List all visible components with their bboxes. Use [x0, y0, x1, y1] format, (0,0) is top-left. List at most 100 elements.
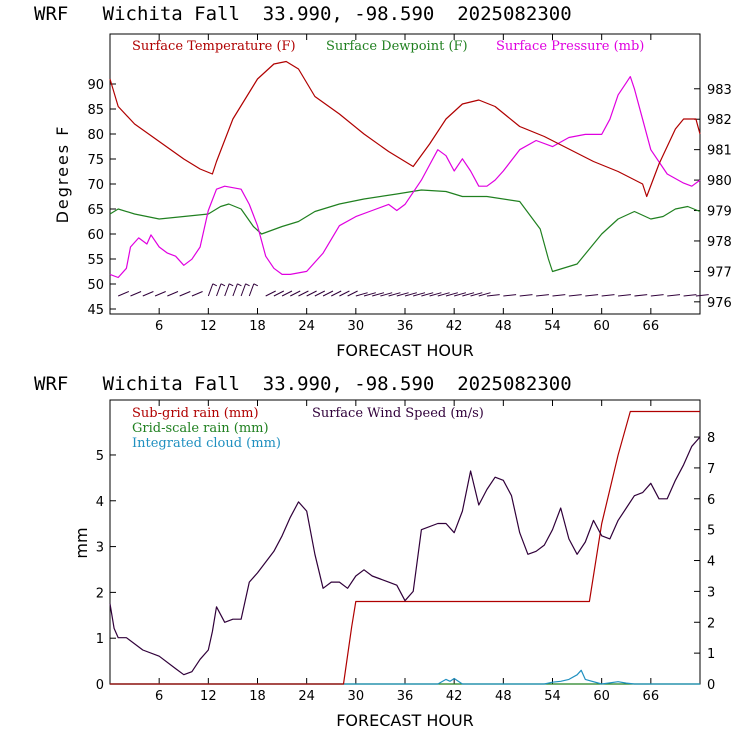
top-x-axis-label: FORECAST HOUR — [336, 341, 474, 360]
wind-barb — [421, 292, 434, 297]
y2-tick-label: 977 — [707, 265, 732, 280]
y2-tick-label: 3 — [707, 585, 715, 600]
wind-barb — [363, 292, 376, 297]
wind-barb — [248, 283, 255, 297]
wind-barb — [167, 291, 179, 297]
y-tick-label: 1 — [96, 632, 104, 647]
wind-barb — [445, 292, 458, 297]
y-tick-label: 50 — [87, 278, 104, 293]
wind-barb — [552, 294, 566, 297]
x-tick-label: 30 — [348, 689, 365, 704]
wind-barb — [437, 292, 450, 297]
x-tick-label: 18 — [249, 689, 266, 704]
wind-barb — [478, 292, 491, 297]
wind-barb — [404, 292, 417, 297]
x-tick-label: 6 — [155, 319, 163, 334]
top-y2-ticks: 976 977 978 979 980 981 982 983 — [694, 83, 732, 311]
wind-barb — [207, 283, 214, 297]
x-tick-label: 42 — [446, 689, 463, 704]
y-tick-label: 90 — [87, 78, 104, 93]
wind-barb-flag — [212, 283, 218, 287]
wind-barb — [568, 294, 582, 297]
temperature-line — [109, 60, 701, 198]
legend-subgrid-rain: Sub-grid rain (mm) — [132, 406, 259, 421]
top-y-axis-label: Degrees F — [53, 125, 72, 224]
y2-tick-label: 8 — [707, 431, 715, 446]
wind-barb-flag — [228, 283, 234, 287]
wind-barb — [224, 283, 230, 297]
y-tick-label: 75 — [87, 153, 104, 168]
wind-barb — [191, 291, 203, 297]
legend-surface-wind-speed: Surface Wind Speed (m/s) — [312, 406, 484, 421]
y-tick-label: 85 — [87, 103, 104, 118]
wind-barb — [667, 294, 681, 297]
y-tick-label: 2 — [96, 586, 104, 601]
legend-integrated-cloud: Integrated cloud (mm) — [132, 436, 281, 451]
x-tick-label: 60 — [593, 319, 610, 334]
top-x-ticks: 6 12 18 24 30 36 42 48 54 60 66 — [155, 34, 659, 334]
wind-barb-flag — [253, 283, 259, 287]
y2-tick-label: 976 — [707, 296, 732, 311]
wind-barb — [240, 283, 247, 297]
y-tick-label: 55 — [87, 253, 104, 268]
dewpoint-line — [109, 189, 701, 273]
wind-barb — [347, 290, 358, 297]
wind-barb — [462, 292, 475, 297]
bottom-y-ticks: 0 1 2 3 4 5 — [96, 449, 116, 693]
top-panel: WRF Wichita Fall 33.990, -98.590 2025082… — [34, 3, 732, 360]
x-tick-label: 54 — [544, 319, 561, 334]
x-tick-label: 48 — [495, 319, 512, 334]
top-panel-title: WRF Wichita Fall 33.990, -98.590 2025082… — [34, 3, 572, 25]
y2-tick-label: 6 — [707, 493, 715, 508]
integrated-cloud-line — [110, 669, 700, 685]
wind-barb — [117, 291, 129, 297]
wind-barb — [130, 291, 142, 297]
y-tick-label: 0 — [96, 678, 104, 693]
y-tick-label: 4 — [96, 495, 104, 510]
x-tick-label: 12 — [200, 319, 217, 334]
wind-barb — [306, 290, 317, 297]
legend-surface-dewpoint: Surface Dewpoint (F) — [326, 39, 468, 54]
wind-barb — [331, 290, 342, 297]
wind-barb — [216, 283, 222, 297]
wind-barb — [380, 292, 393, 297]
y2-tick-label: 2 — [707, 616, 715, 631]
wind-barb-flag — [237, 283, 242, 287]
wind-barb — [290, 290, 301, 297]
wind-barb — [281, 290, 293, 297]
wind-barb — [519, 294, 533, 297]
wind-barb — [388, 292, 401, 297]
wind-barb — [413, 292, 426, 297]
wind-barb — [265, 290, 276, 297]
top-plot-frame — [109, 33, 701, 315]
x-tick-label: 36 — [397, 319, 414, 334]
bottom-panel-title: WRF Wichita Fall 33.990, -98.590 2025082… — [34, 373, 572, 395]
wind-barb — [601, 294, 615, 297]
y2-tick-label: 978 — [707, 235, 732, 250]
subgrid-rain-line — [110, 410, 700, 685]
wind-barb — [142, 291, 154, 297]
wind-barb — [695, 294, 709, 297]
y2-tick-label: 983 — [707, 83, 732, 98]
bottom-x-axis-label: FORECAST HOUR — [336, 711, 474, 730]
wind-barb — [322, 290, 334, 297]
wind-barb — [536, 294, 549, 297]
y-tick-label: 60 — [87, 228, 104, 243]
y-tick-label: 70 — [87, 178, 104, 193]
wind-barb — [634, 294, 648, 297]
wind-barb — [298, 290, 309, 297]
wind-speed-line — [109, 436, 701, 676]
x-tick-label: 60 — [593, 689, 610, 704]
x-tick-label: 30 — [348, 319, 365, 334]
y-tick-label: 3 — [96, 541, 104, 556]
wind-barbs — [117, 283, 709, 297]
y2-tick-label: 1 — [707, 647, 715, 662]
x-tick-label: 18 — [249, 319, 266, 334]
y-tick-label: 45 — [87, 303, 104, 318]
y2-tick-label: 7 — [707, 462, 715, 477]
legend-gridscale-rain: Grid-scale rain (mm) — [132, 421, 269, 436]
wind-barb — [650, 294, 664, 297]
x-tick-label: 6 — [155, 689, 163, 704]
x-tick-label: 24 — [298, 319, 315, 334]
